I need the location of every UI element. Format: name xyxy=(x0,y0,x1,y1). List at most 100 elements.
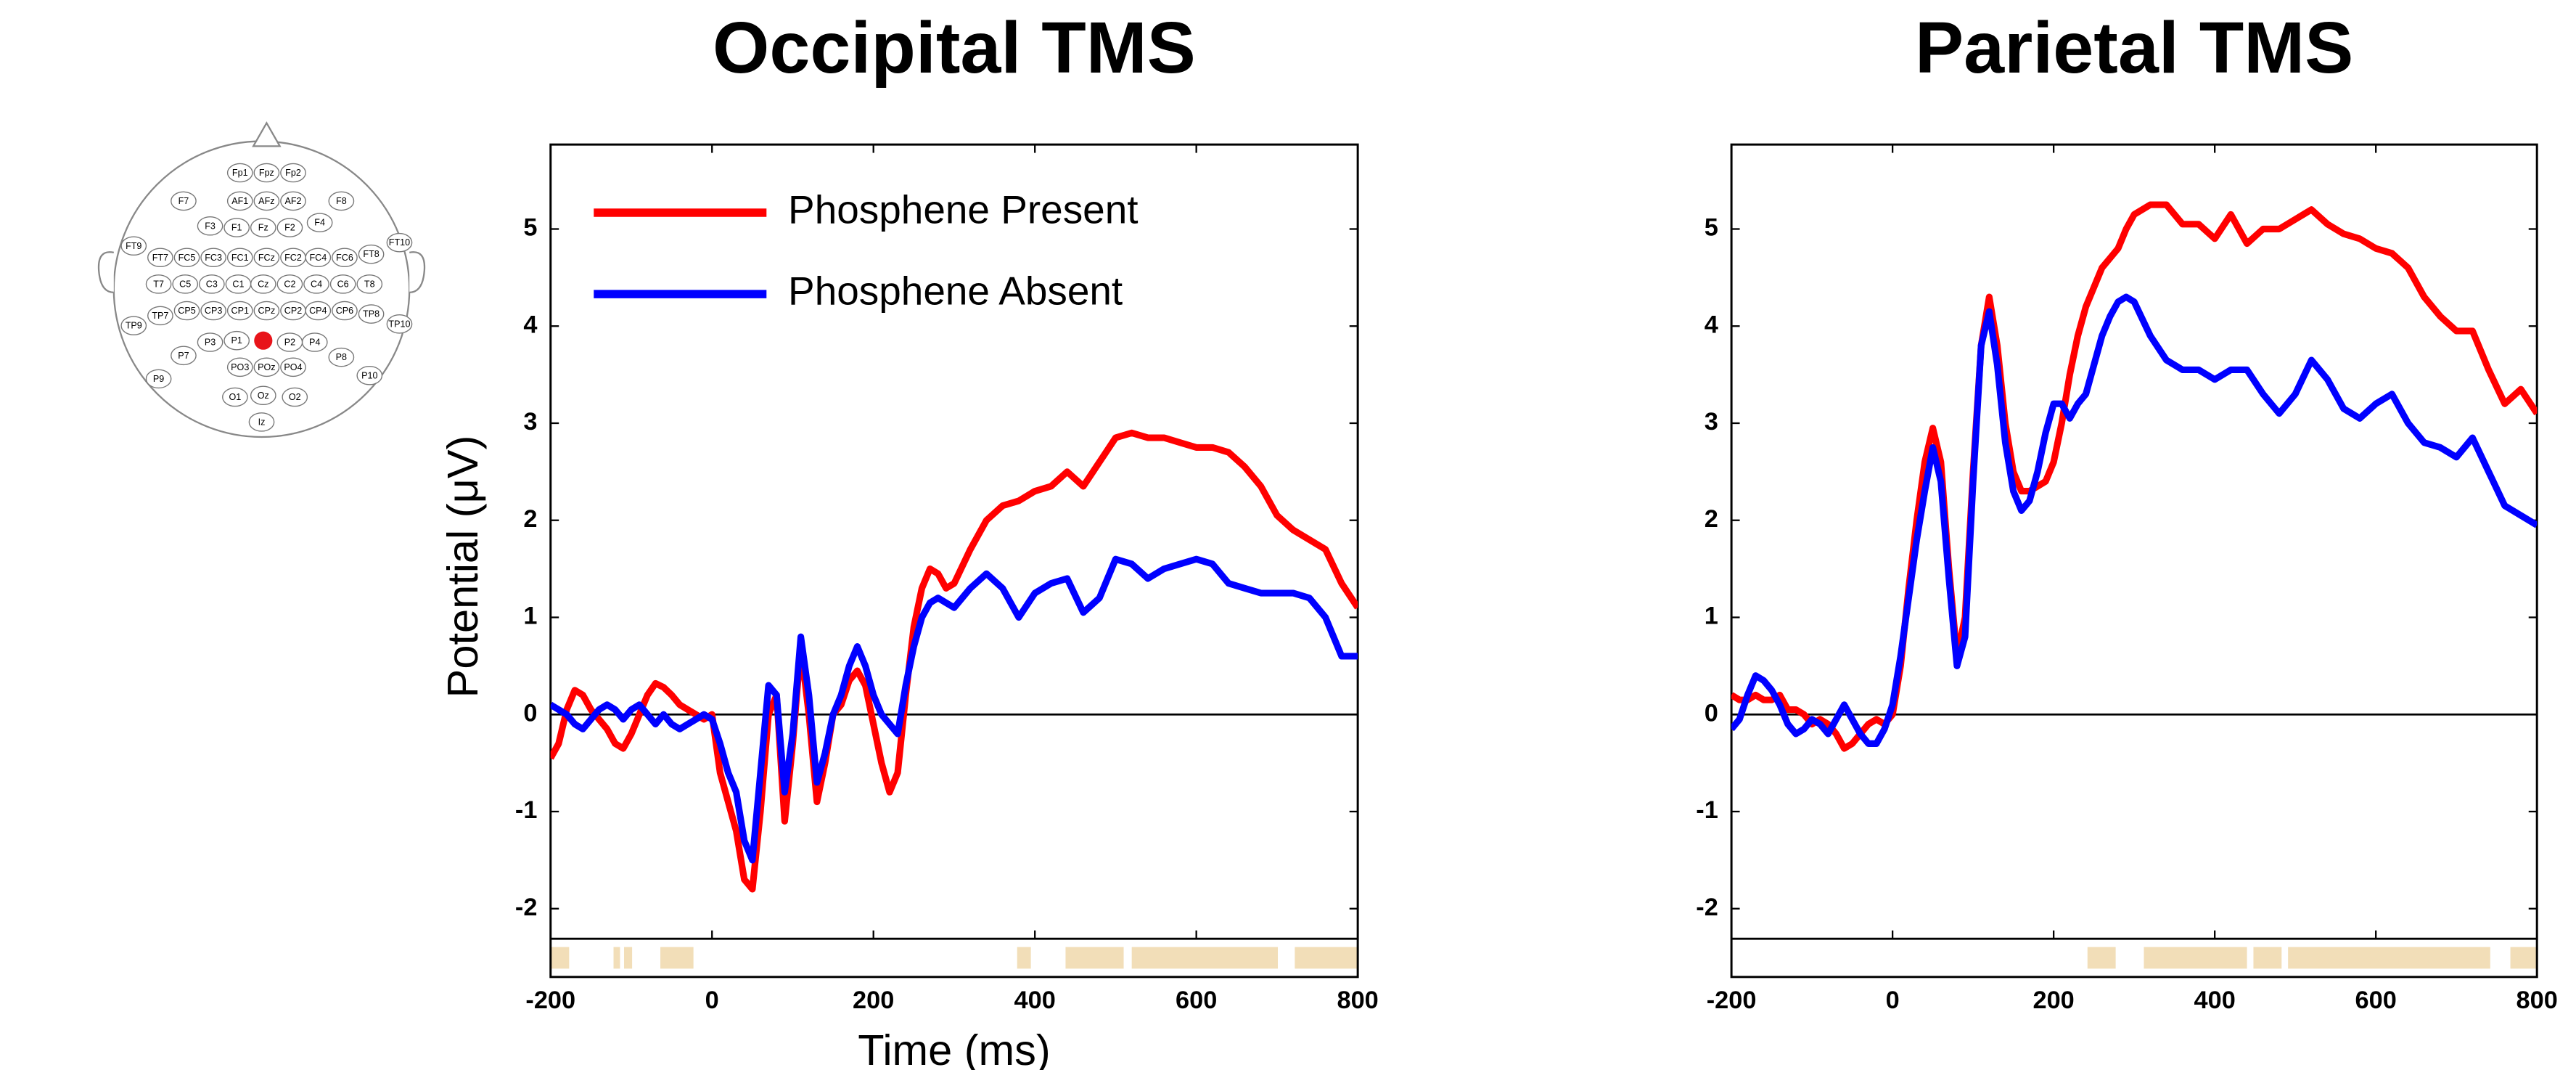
electrode-label: FT8 xyxy=(363,249,379,259)
y-tick-label: -2 xyxy=(515,894,538,921)
electrode-label: P1 xyxy=(231,335,242,346)
significance-interval xyxy=(2288,947,2490,969)
electrode-label: AF2 xyxy=(284,196,301,206)
electrode xyxy=(200,301,226,321)
x-tick-label: 600 xyxy=(1176,987,1217,1014)
electrode xyxy=(253,163,280,183)
electrode-label: T8 xyxy=(364,279,375,289)
nose xyxy=(252,121,282,147)
electrode xyxy=(276,218,303,237)
plot-frame xyxy=(1730,143,2538,979)
electrode xyxy=(226,357,253,377)
electrode-label: C6 xyxy=(337,279,349,289)
y-tick-label: -1 xyxy=(1696,796,1718,824)
electrode xyxy=(222,387,248,407)
electrode-label: AFz xyxy=(258,196,274,206)
significance-interval xyxy=(613,947,620,969)
electrode-label: FT9 xyxy=(126,241,141,251)
significance-interval xyxy=(2087,947,2116,969)
electrode-label: CP4 xyxy=(309,306,327,316)
electrode xyxy=(253,248,280,268)
electrode xyxy=(200,248,226,268)
electrode-label: FT10 xyxy=(389,237,410,248)
electrode-label: F3 xyxy=(205,221,216,231)
chart-title: Occipital TMS xyxy=(713,7,1196,89)
chart-title: Parietal TMS xyxy=(1915,7,2353,89)
electrode-label: Fp2 xyxy=(285,168,301,178)
electrode-label: O2 xyxy=(289,392,301,402)
chart: Occipital TMS -2 -1 0 1 2 3 4 5 -200 0 200 400 600 800… xyxy=(438,7,1379,1070)
electrode-label: FT7 xyxy=(152,253,168,263)
y-tick-label: 4 xyxy=(1705,311,1718,338)
y-tick-label: 5 xyxy=(1705,214,1718,242)
electrode xyxy=(253,191,280,211)
electrode-label: P7 xyxy=(178,351,189,361)
electrode-label: AF1 xyxy=(231,196,248,206)
y-tick-label: 3 xyxy=(1705,408,1718,436)
y-axis-label: Potential (μV) xyxy=(438,436,487,698)
y-tick-label: -2 xyxy=(1696,894,1718,921)
x-tick-label: 800 xyxy=(1337,987,1378,1014)
electrode-label: CP1 xyxy=(231,306,249,316)
electrode-label: Fp1 xyxy=(232,168,248,178)
electrode-label: POz xyxy=(258,362,275,372)
electrode-label: FC4 xyxy=(309,253,327,263)
electrode-label: C2 xyxy=(284,279,295,289)
significance-interval xyxy=(1065,947,1124,969)
electrode xyxy=(197,216,223,236)
electrode xyxy=(198,274,225,294)
electrode-label: TP7 xyxy=(152,311,168,321)
significance-interval xyxy=(2144,947,2247,969)
x-tick-label: 200 xyxy=(853,987,894,1014)
electrode-label: Oz xyxy=(258,391,269,401)
x-tick-label: 200 xyxy=(2033,987,2075,1014)
electrode-label: TP8 xyxy=(363,309,380,319)
electrode xyxy=(305,301,332,321)
y-tick-label: 1 xyxy=(1705,603,1718,630)
significance-interval xyxy=(623,947,633,969)
electrode xyxy=(145,274,172,294)
series-line xyxy=(1731,293,2538,747)
electrode-label: CP2 xyxy=(284,306,302,316)
electrode xyxy=(306,213,333,232)
right-ear xyxy=(409,251,426,293)
significance-interval xyxy=(2253,947,2282,969)
series-line xyxy=(1731,201,2538,752)
electrode xyxy=(250,218,276,237)
electrode-label: CPz xyxy=(258,306,275,316)
electrode xyxy=(171,191,197,211)
y-tick-label: 1 xyxy=(523,603,537,630)
electrode xyxy=(223,218,250,237)
electrode xyxy=(280,191,306,211)
x-tick-label: -200 xyxy=(525,987,575,1014)
x-tick-label: 600 xyxy=(2355,987,2397,1014)
electrode-label: P8 xyxy=(336,352,347,362)
electrode xyxy=(120,236,147,256)
electrode-label: Fpz xyxy=(259,168,274,178)
electrode-label: FC5 xyxy=(179,253,196,263)
electrode xyxy=(280,357,306,377)
x-tick-label: 0 xyxy=(1886,987,1900,1014)
electrode-label: O1 xyxy=(229,392,241,402)
electrode-label: FC6 xyxy=(336,253,353,263)
x-tick-label: 400 xyxy=(2194,987,2236,1014)
electrode-label: TP10 xyxy=(388,319,410,329)
series-line xyxy=(550,555,1358,864)
electrode-label: FC1 xyxy=(231,253,249,263)
electrode xyxy=(226,248,253,268)
electrode-label: P2 xyxy=(284,338,295,348)
electrode xyxy=(280,163,306,183)
electrode-label: C1 xyxy=(232,279,244,289)
electrode xyxy=(332,301,358,321)
electrode xyxy=(226,191,253,211)
significance-interval xyxy=(2510,947,2538,969)
electrode xyxy=(386,232,413,253)
electrode-label: P9 xyxy=(153,374,164,384)
electrode xyxy=(301,332,328,352)
y-tick-label: 5 xyxy=(523,214,537,242)
significance-interval xyxy=(550,947,570,969)
electrode-label: CP3 xyxy=(205,306,222,316)
electrode xyxy=(173,248,200,268)
electrode-label: F8 xyxy=(336,196,347,206)
